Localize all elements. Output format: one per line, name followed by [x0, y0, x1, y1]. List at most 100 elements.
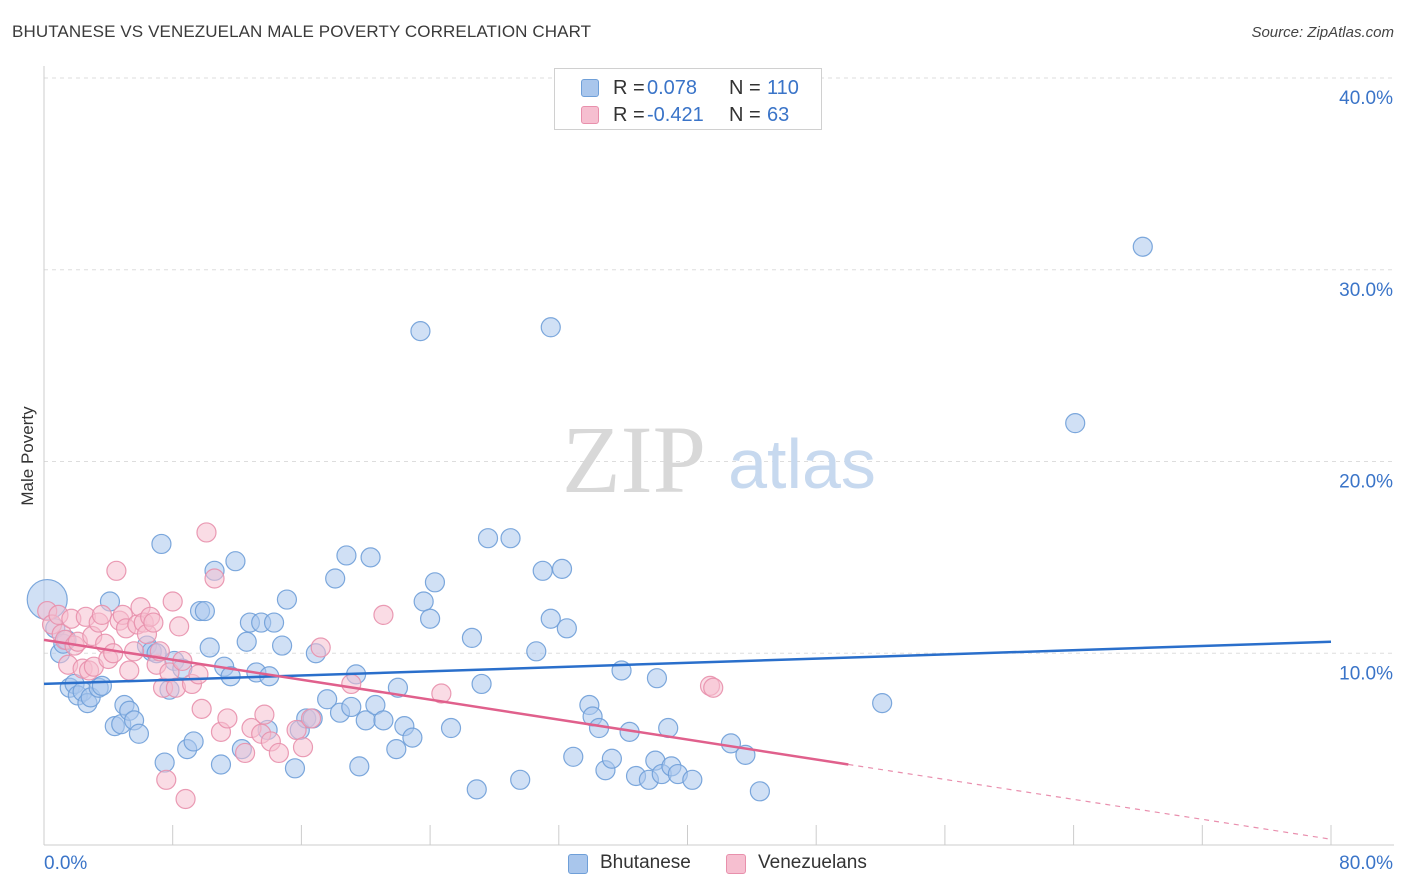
bhutanese-point [413, 591, 434, 612]
x-tick-label: 0.0% [44, 853, 87, 874]
y-tick-label: 40.0% [1339, 88, 1393, 109]
r-value: 0.078 [647, 77, 698, 99]
trend-layer [43, 638, 1332, 840]
stats-row-bhutanese: R = 0.078 N = 110 [555, 75, 821, 101]
bhutanese-point [410, 321, 431, 342]
bhutanese-point [420, 608, 441, 629]
venezuelans-point [703, 677, 724, 698]
venezuelans-swatch [581, 106, 599, 124]
bhutanese-point [276, 589, 298, 610]
bhutanese-swatch [568, 854, 588, 874]
bhutanese-point [225, 551, 246, 572]
bhutanese-point [477, 528, 499, 549]
venezuelans-point [292, 737, 314, 758]
bhutanese-point [402, 727, 423, 748]
venezuelans-point [191, 698, 212, 719]
venezuelans-point [204, 568, 225, 589]
bhutanese-point [154, 752, 175, 773]
venezuelans-point [91, 604, 113, 626]
venezuelans-point [268, 742, 289, 764]
venezuelans-point [123, 641, 145, 662]
bhutanese-swatch [581, 79, 599, 97]
bhutanese-point [373, 710, 394, 731]
venezuelans-point [169, 616, 190, 637]
bhutanese-point [325, 568, 346, 589]
y-tick-label: 20.0% [1339, 472, 1393, 493]
bhutanese-point [500, 528, 521, 549]
venezuelans-point [234, 742, 256, 764]
bhutanese-point [263, 612, 285, 633]
venezuelans-swatch [726, 854, 746, 874]
n-label: N = [729, 104, 761, 126]
venezuelans-point [196, 522, 217, 543]
bhutanese-point [199, 637, 220, 658]
venezuelans-trendline [43, 638, 849, 766]
bhutanese-point [317, 689, 338, 710]
bhutanese-point [151, 533, 172, 555]
r-label: R = [613, 77, 645, 99]
y-tick-label: 30.0% [1339, 280, 1393, 301]
stats-box: R = 0.078 N = 110 R = -0.421 N = 63 [554, 68, 822, 130]
bhutanese-point [236, 631, 257, 652]
bhutanese-point [349, 756, 370, 777]
source-credit: Source: ZipAtlas.com [1251, 24, 1394, 41]
bhutanese-point [194, 600, 215, 622]
bhutanese-point [336, 545, 357, 566]
bhutanese-point [466, 779, 487, 800]
bhutanese-point [91, 675, 113, 696]
bhutanese-point [551, 558, 573, 579]
bhutanese-point [360, 547, 381, 568]
bhutanese-point [563, 746, 584, 767]
venezuelans-point [431, 683, 452, 704]
bhutanese-point [510, 769, 531, 790]
bhutanese-point [532, 560, 553, 581]
bhutanese-point [183, 731, 204, 752]
venezuelans-point [162, 591, 183, 612]
venezuelans-point [143, 612, 164, 633]
bhutanese-point [682, 769, 703, 790]
bhutanese-point [386, 739, 407, 760]
bhutanese-point [749, 781, 770, 802]
venezuelans-point [119, 660, 140, 681]
venezuelans-point [103, 643, 124, 664]
bhutanese-point [556, 618, 577, 639]
legend-label: Bhutanese [600, 852, 691, 873]
legend: Bhutanese Venezuelans [0, 852, 1406, 878]
watermark-atlas: atlas [728, 425, 876, 503]
bhutanese-point [440, 717, 462, 739]
venezuelans-point [156, 769, 177, 790]
bhutanese-point [271, 635, 293, 656]
venezuelans-point [188, 664, 209, 685]
y-tick-label: 10.0% [1339, 663, 1393, 684]
venezuelans-point [341, 673, 362, 695]
r-label: R = [613, 104, 645, 126]
bhutanese-point [540, 608, 561, 629]
n-value: 63 [767, 104, 790, 126]
venezuelans-point [300, 708, 322, 729]
bhutanese-point [1132, 236, 1153, 257]
r-value: -0.421 [647, 104, 704, 126]
legend-label: Venezuelans [758, 852, 867, 873]
watermark-zip: ZIP [562, 406, 706, 513]
bhutanese-point [872, 693, 893, 714]
venezuelans-point [217, 708, 238, 729]
venezuelans-point [373, 604, 394, 626]
n-value: 110 [767, 77, 799, 99]
bhutanese-point [341, 696, 362, 718]
bhutanese-point [601, 748, 622, 769]
chart-title: BHUTANESE VS VENEZUELAN MALE POVERTY COR… [12, 22, 592, 41]
bhutanese-point [646, 668, 668, 689]
venezuelans-point [106, 560, 127, 581]
bhutanese-point [128, 723, 150, 744]
venezuelans-point [310, 637, 331, 658]
stats-row-venezuelans: R = -0.421 N = 63 [555, 102, 821, 128]
points-layer [26, 236, 1153, 810]
bhutanese-point [210, 754, 232, 775]
venezuelans-point [175, 788, 196, 810]
tick-layer: 10.0% 20.0% 30.0% 40.0% 0.0% 80.0% [44, 88, 1393, 874]
bhutanese-point [424, 572, 446, 593]
watermark: ZIP atlas [562, 406, 876, 513]
bhutanese-point [526, 641, 547, 662]
bhutanese-point [540, 317, 561, 338]
